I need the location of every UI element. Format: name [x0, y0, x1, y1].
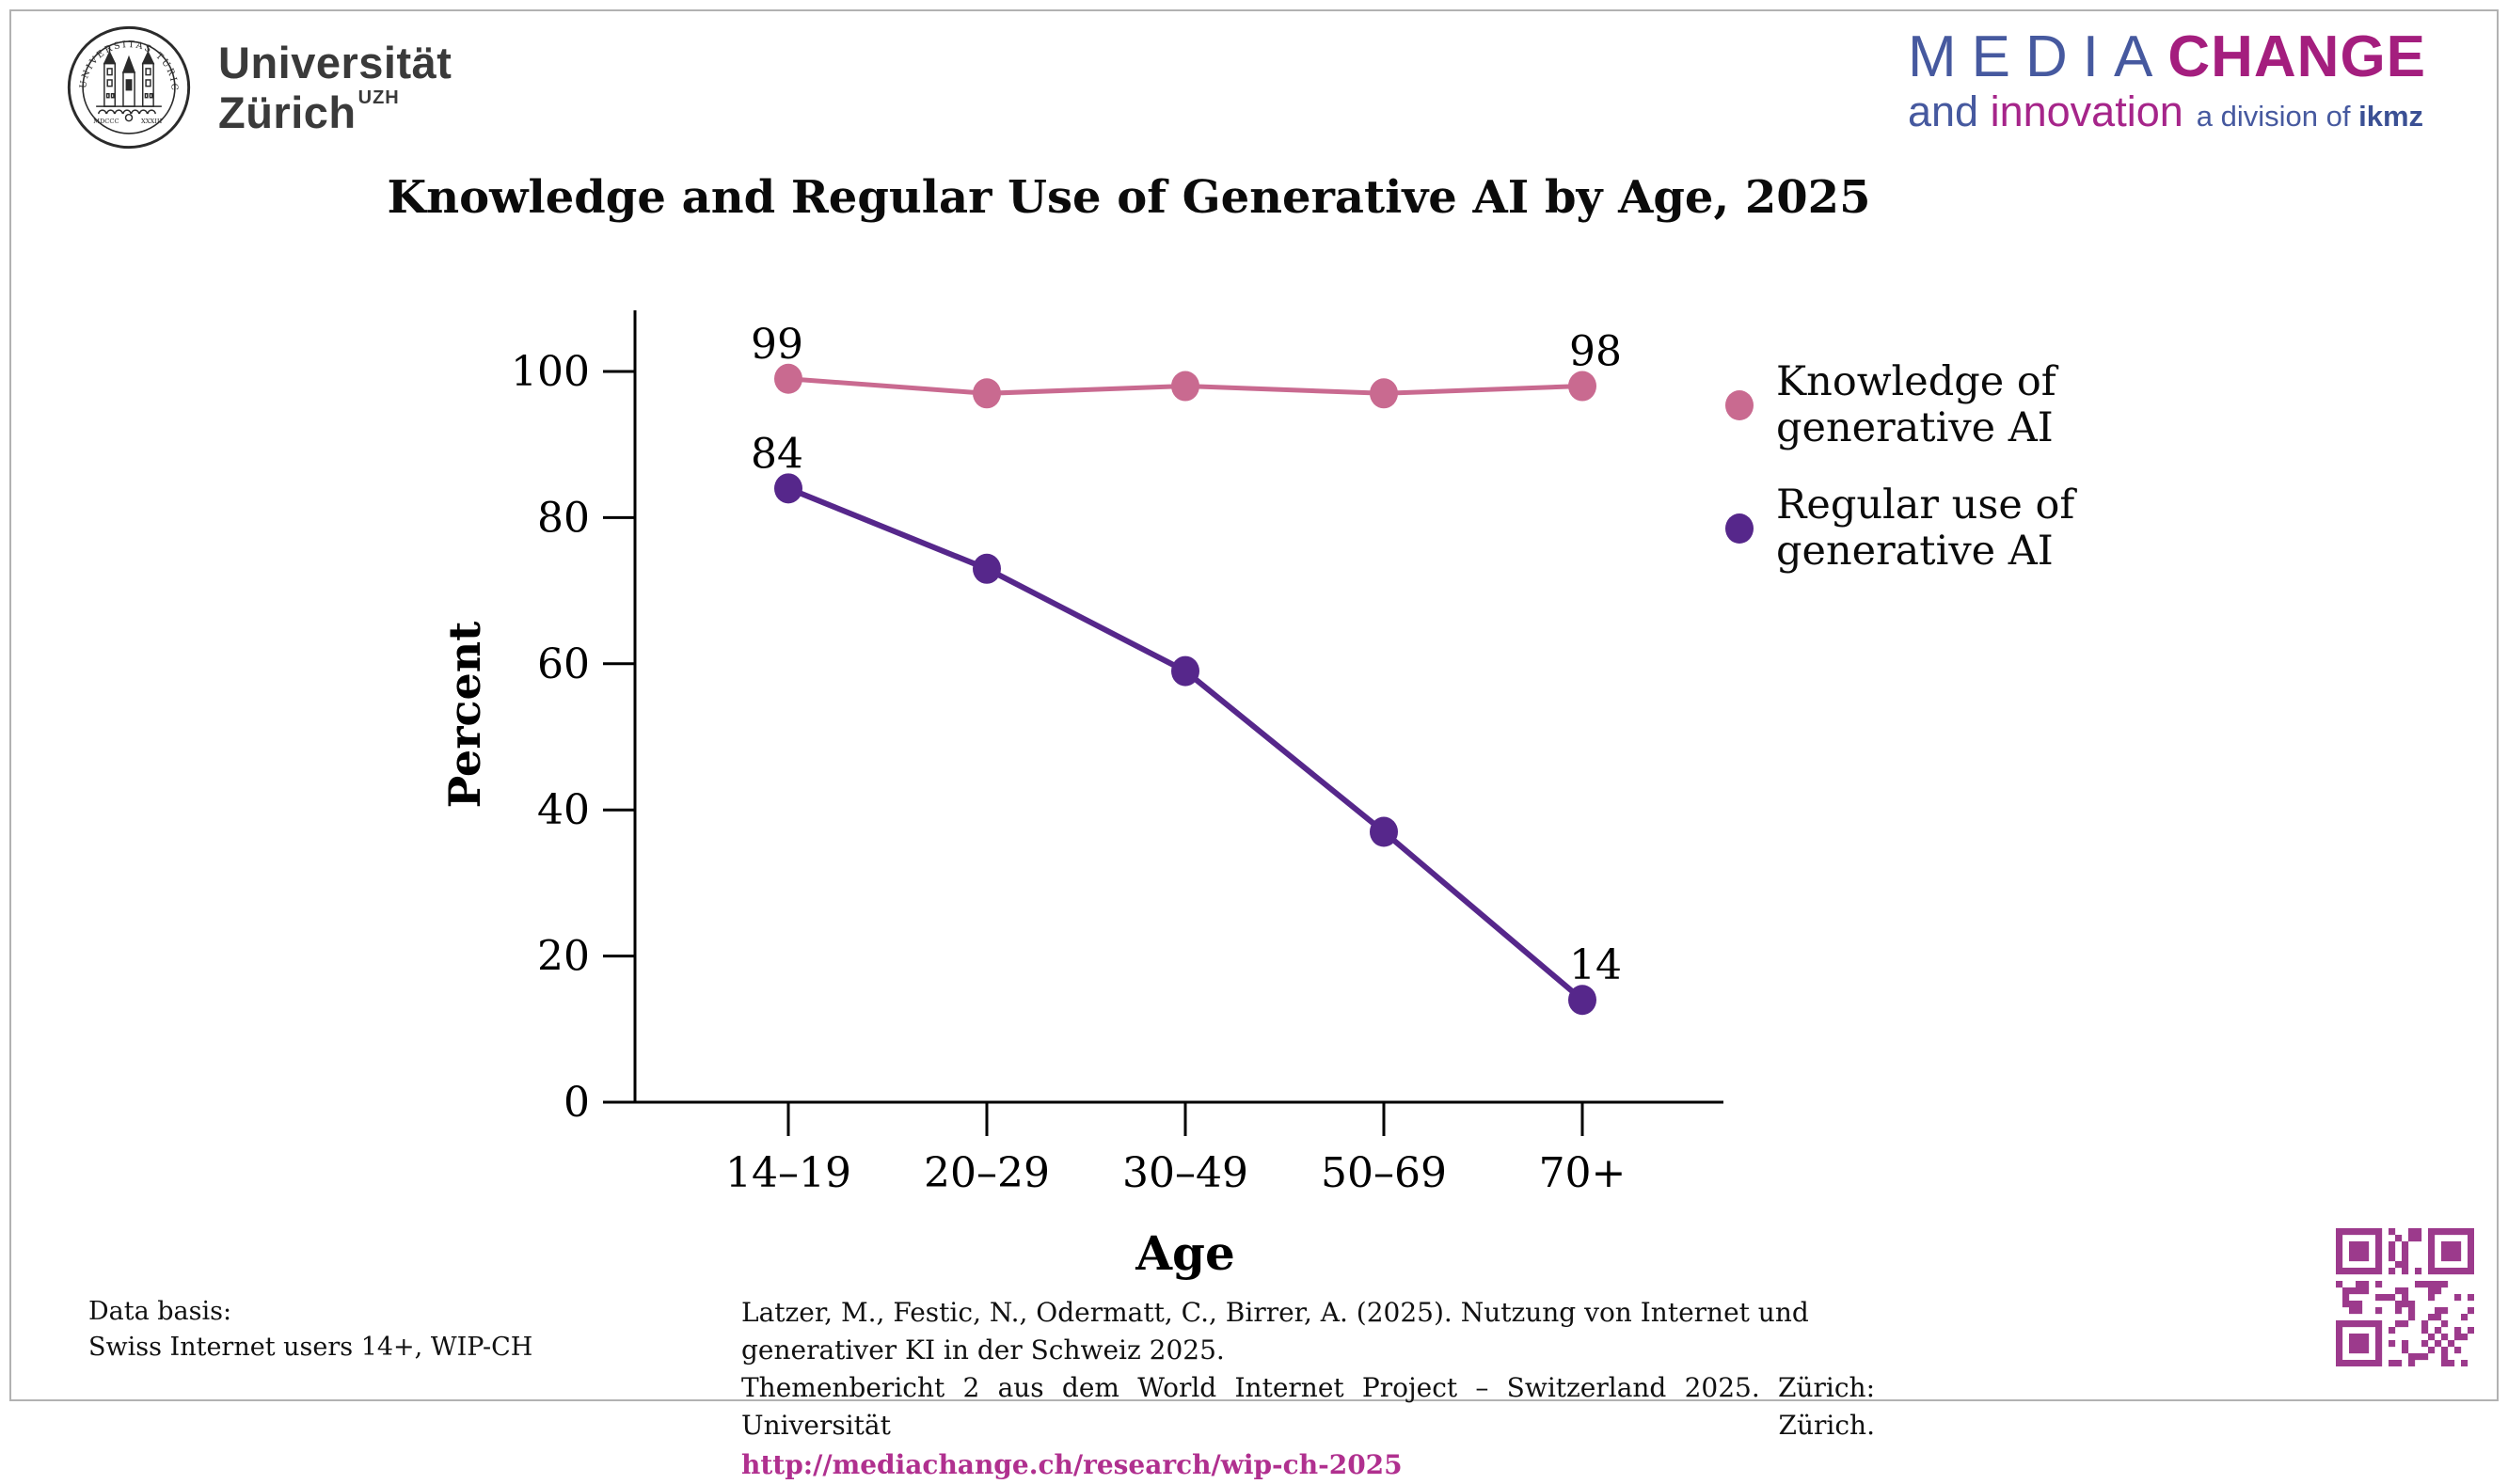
legend-item-regular-use: Regular use of generative AI — [1725, 482, 2074, 576]
legend-label-regular-use: Regular use of generative AI — [1776, 481, 2075, 576]
legend-label-knowledge: Knowledge of generative AI — [1776, 358, 2056, 452]
x-axis-title: Age — [1135, 1225, 1235, 1281]
data-basis-line1: Data basis: — [88, 1297, 232, 1326]
uzh-name-line1: Universität — [218, 38, 452, 87]
data-point — [973, 553, 1001, 584]
seal-year-right: XXXIII — [141, 118, 163, 125]
data-point — [1370, 378, 1398, 409]
y-tick-label: 80 — [537, 494, 590, 542]
uzh-name-line2: Zürich — [218, 87, 357, 138]
y-tick-label: 0 — [564, 1079, 590, 1127]
mediachange-media-text: MEDIA — [1908, 24, 2168, 89]
data-point-label: 98 — [1569, 328, 1622, 376]
mediachange-and-text: and — [1908, 87, 1991, 135]
uzh-suffix: UZH — [357, 87, 400, 109]
x-tick-label: 20–29 — [924, 1149, 1050, 1197]
data-point — [1568, 985, 1596, 1016]
y-tick-label: 40 — [537, 786, 590, 834]
y-tick-label: 60 — [537, 640, 590, 688]
data-basis-line2: Swiss Internet users 14+, WIP-CH — [88, 1332, 533, 1362]
data-point — [1370, 816, 1398, 847]
legend-item-knowledge: Knowledge of generative AI — [1725, 358, 2074, 452]
x-tick-label: 30–49 — [1122, 1149, 1248, 1197]
y-axis-title: Percent — [439, 621, 490, 809]
data-point — [774, 363, 802, 394]
qr-code — [2336, 1228, 2474, 1366]
series-line — [786, 485, 1584, 1002]
x-tick-label: 70+ — [1539, 1149, 1627, 1197]
line-chart: 0 20 40 60 80 100 Percent 14–19 20–29 30–49 50–69 7… — [439, 310, 1723, 1281]
data-point — [774, 473, 802, 504]
chart-legend: Knowledge of generative AI Regular use o… — [1725, 358, 2074, 606]
y-tick-label: 100 — [511, 348, 590, 396]
legend-dot-regular-use-icon — [1725, 513, 1754, 545]
x-tick-label: 50–69 — [1321, 1149, 1447, 1197]
x-tick-label: 14–19 — [725, 1149, 851, 1197]
y-tick-label: 20 — [537, 933, 590, 981]
legend-dot-knowledge-icon — [1725, 390, 1754, 421]
uzh-seal-icon: UNIVERSITAS TURICENSIS MDCCC XXXIII — [66, 24, 191, 150]
seal-cathedral-icon — [96, 46, 162, 122]
citation-link[interactable]: http://mediachange.ch/research/wip-ch-20… — [741, 1449, 1403, 1481]
mediachange-logo: MEDIACHANGE and innovation a division of … — [1908, 28, 2472, 135]
data-point — [973, 378, 1001, 409]
data-point — [1171, 371, 1199, 402]
citation: Latzer, M., Festic, N., Odermatt, C., Bi… — [741, 1294, 1875, 1484]
data-basis-note: Data basis: Swiss Internet users 14+, WI… — [88, 1294, 532, 1366]
citation-line2: Themenbericht 2 aus dem World Internet P… — [741, 1372, 1875, 1442]
mediachange-change-text: CHANGE — [2167, 24, 2427, 89]
data-point — [1568, 371, 1596, 402]
data-point-label: 14 — [1569, 941, 1622, 989]
mediachange-ikmz-text: ikmz — [2358, 100, 2424, 133]
uzh-logo: UNIVERSITAS TURICENSIS MDCCC XXXIII Univ… — [66, 24, 452, 150]
seal-year-left: MDCCC — [93, 118, 119, 125]
data-point-label: 99 — [751, 321, 803, 369]
uzh-wordmark: Universität Zürich UZH — [218, 38, 452, 137]
mediachange-division-text: a division of — [2196, 100, 2359, 133]
page-title: Knowledge and Regular Use of Generative … — [387, 171, 1871, 224]
data-point — [1171, 655, 1199, 687]
data-point-label: 84 — [751, 430, 803, 478]
mediachange-innovation-text: innovation — [1990, 87, 2183, 135]
citation-line1: Latzer, M., Festic, N., Odermatt, C., Bi… — [741, 1297, 1809, 1366]
